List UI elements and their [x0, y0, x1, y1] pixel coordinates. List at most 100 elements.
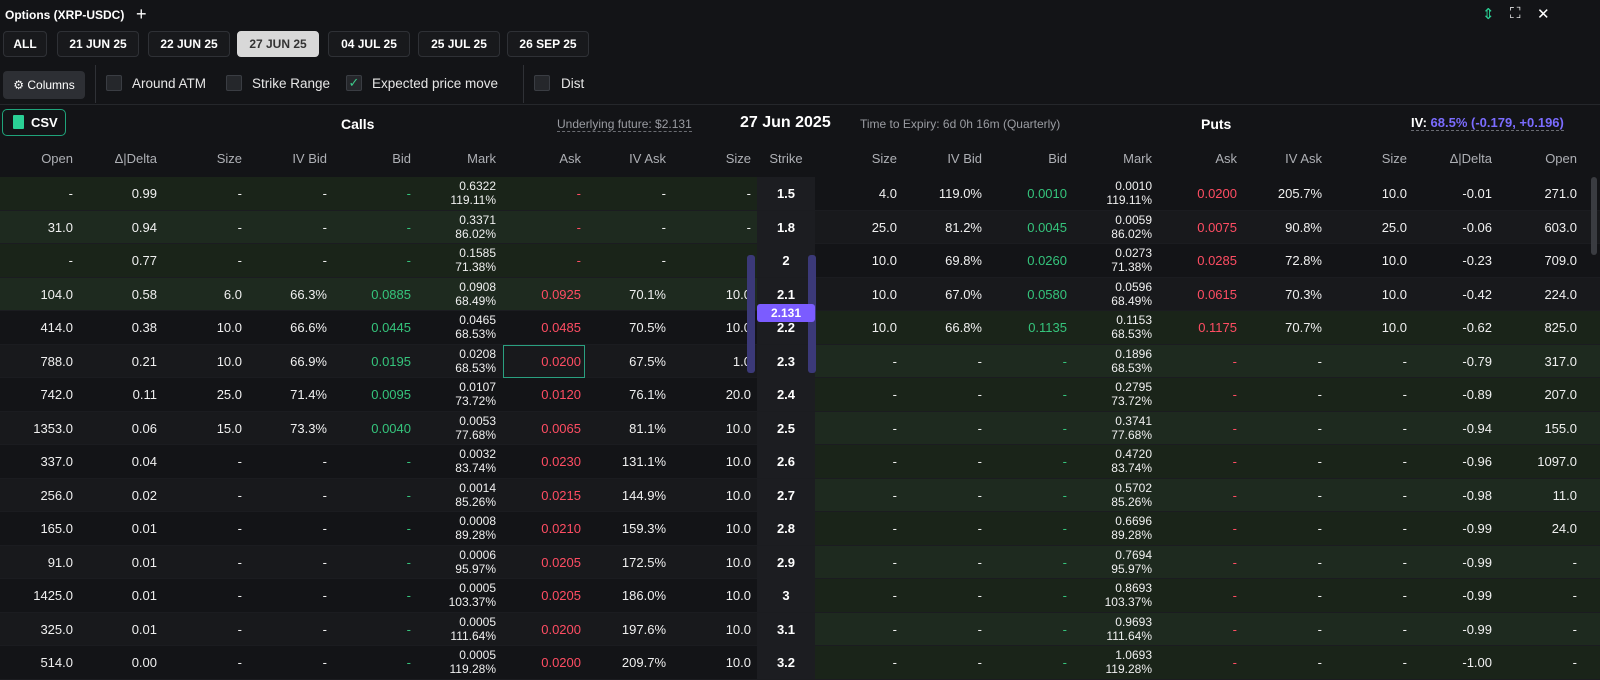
mark-cell[interactable]: 0.8693 103.37% — [1072, 579, 1152, 612]
table-cell[interactable]: -0.99 — [1462, 554, 1492, 570]
table-cell[interactable]: 25.0 — [871, 219, 897, 235]
mark-cell[interactable]: 0.0006 95.97% — [416, 546, 496, 579]
table-cell[interactable]: - — [406, 219, 411, 235]
table-cell[interactable]: 10.0 — [216, 320, 242, 335]
column-header[interactable]: Δ|Delta — [114, 151, 157, 166]
table-cell[interactable]: 337.0 — [40, 454, 73, 469]
table-cell[interactable]: - — [1317, 353, 1322, 369]
table-cell[interactable]: 81.2% — [945, 219, 982, 235]
table-cell[interactable]: 0.01 — [131, 621, 157, 637]
table-cell[interactable]: - — [1232, 353, 1237, 369]
table-cell[interactable]: - — [68, 186, 73, 201]
table-cell[interactable]: -0.99 — [1462, 588, 1492, 603]
table-cell[interactable]: - — [671, 244, 751, 277]
table-cell[interactable]: - — [237, 487, 242, 503]
table-cell[interactable]: - — [406, 521, 411, 536]
table-cell[interactable]: - — [977, 554, 982, 570]
table-cell[interactable]: 742.0 — [40, 387, 73, 402]
table-cell[interactable]: - — [1062, 655, 1067, 670]
column-header[interactable]: Mark — [1123, 151, 1152, 166]
table-cell[interactable]: 271.0 — [1544, 186, 1577, 201]
table-cell[interactable]: 0.0485 — [541, 320, 581, 335]
table-cell[interactable]: 91.0 — [47, 554, 73, 570]
table-cell[interactable]: - — [1572, 655, 1577, 670]
table-cell[interactable]: - — [1402, 521, 1407, 536]
table-cell[interactable]: 10.0 — [725, 588, 751, 603]
column-header[interactable]: IV Bid — [947, 151, 982, 166]
mark-cell[interactable]: 0.1585 71.38% — [416, 244, 496, 277]
table-cell[interactable]: 20.0 — [725, 387, 751, 402]
table-cell[interactable]: 11.0 — [1552, 487, 1577, 503]
table-cell[interactable]: - — [406, 253, 411, 268]
column-header[interactable]: Open — [1545, 151, 1577, 166]
expand-vertical-icon[interactable]: ⇕ — [1482, 6, 1495, 23]
table-cell[interactable]: 25.0 — [1381, 219, 1407, 235]
table-cell[interactable]: 0.77 — [131, 253, 157, 268]
mark-cell[interactable]: 0.3741 77.68% — [1072, 412, 1152, 445]
table-cell[interactable]: 165.0 — [40, 521, 73, 536]
table-cell[interactable]: 0.01 — [131, 554, 157, 570]
table-cell[interactable]: 205.7% — [1277, 186, 1322, 201]
table-cell[interactable]: 197.6% — [621, 621, 666, 637]
table-cell[interactable]: 31.0 — [47, 219, 73, 235]
table-cell[interactable]: 0.0200 — [541, 655, 581, 670]
table-cell[interactable]: - — [406, 588, 411, 603]
table-cell[interactable]: - — [977, 353, 982, 369]
table-cell[interactable]: 256.0 — [40, 487, 73, 503]
table-cell[interactable]: 0.0925 — [541, 286, 581, 302]
table-cell[interactable]: 104.0 — [40, 286, 73, 302]
table-row[interactable]: -0.99- - -0.6322 119.11% - - -1.5 4.0 119.0% 0.00… — [0, 177, 1600, 211]
table-cell[interactable]: 90.8% — [1285, 219, 1322, 235]
date-tab[interactable]: 27 JUN 25 — [237, 31, 319, 57]
table-cell[interactable]: - — [406, 186, 411, 201]
mark-cell[interactable]: 0.0010 119.11% — [1072, 177, 1152, 210]
table-cell[interactable]: 0.01 — [131, 521, 157, 536]
table-cell[interactable]: 186.0% — [621, 588, 666, 603]
table-cell[interactable]: - — [892, 420, 897, 436]
table-cell[interactable]: - — [322, 454, 327, 469]
mark-cell[interactable]: 0.3371 86.02% — [416, 211, 496, 244]
table-cell[interactable]: -0.06 — [1462, 219, 1492, 235]
table-cell[interactable]: -0.99 — [1462, 521, 1492, 536]
mark-cell[interactable]: 0.0208 68.53% — [416, 345, 496, 378]
table-cell[interactable]: - — [1232, 387, 1237, 402]
table-cell[interactable]: 131.1% — [621, 454, 666, 469]
table-cell[interactable]: 10.0 — [871, 286, 897, 302]
table-cell[interactable]: 10.0 — [725, 554, 751, 570]
table-cell[interactable]: 0.01 — [131, 588, 157, 603]
table-cell[interactable]: - — [1232, 588, 1237, 603]
table-cell[interactable]: - — [322, 621, 327, 637]
table-cell[interactable]: 0.1175 — [1198, 320, 1237, 335]
table-cell[interactable]: 0.0230 — [541, 454, 581, 469]
mark-cell[interactable]: 0.1896 68.53% — [1072, 345, 1152, 378]
table-row[interactable]: -0.77---0.158571.38%---210.069.8%0.02600… — [0, 244, 1600, 278]
table-cell[interactable]: 0.0065 — [541, 420, 581, 436]
table-cell[interactable]: - — [322, 219, 327, 235]
table-cell[interactable]: - — [322, 655, 327, 670]
table-cell[interactable]: - — [322, 588, 327, 603]
table-cell[interactable]: - — [1062, 454, 1067, 469]
mark-cell[interactable]: 0.6696 89.28% — [1072, 512, 1152, 545]
table-cell[interactable]: - — [892, 588, 897, 603]
table-cell[interactable]: 10.0 — [725, 655, 751, 670]
table-cell[interactable]: 709.0 — [1544, 253, 1577, 268]
table-cell[interactable]: - — [1572, 554, 1577, 570]
table-cell[interactable]: 6.0 — [223, 286, 242, 302]
table-cell[interactable]: - — [322, 521, 327, 536]
table-cell[interactable]: 0.0045 — [1027, 219, 1067, 235]
table-cell[interactable]: - — [892, 621, 897, 637]
table-cell[interactable]: - — [1062, 521, 1067, 536]
table-cell[interactable]: -0.94 — [1462, 420, 1492, 436]
table-cell[interactable]: - — [237, 621, 242, 637]
table-cell[interactable]: 119.0% — [938, 186, 982, 201]
mark-cell[interactable]: 0.0005 103.37% — [416, 579, 496, 612]
table-cell[interactable]: 0.06 — [131, 420, 157, 436]
table-cell[interactable]: - — [1402, 655, 1407, 670]
table-cell[interactable]: 76.1% — [629, 387, 666, 402]
table-cell[interactable]: 72.8% — [1285, 253, 1322, 268]
table-cell[interactable]: 0.0200 — [1197, 186, 1237, 201]
column-header[interactable]: Size — [216, 151, 242, 166]
mark-cell[interactable]: 0.0908 68.49% — [416, 278, 496, 311]
table-cell[interactable]: - — [322, 487, 327, 503]
table-cell[interactable]: - — [892, 554, 897, 570]
